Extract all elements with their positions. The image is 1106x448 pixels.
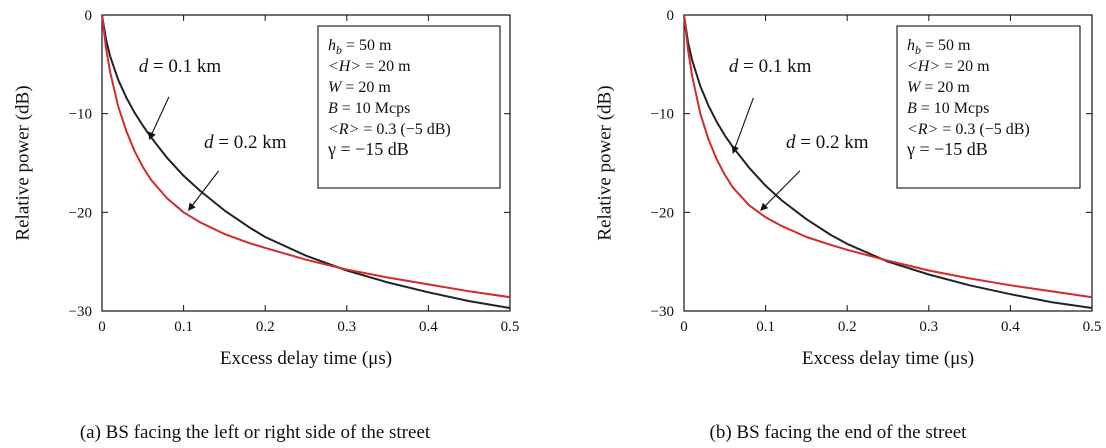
series-line-d-0-2-km — [101, 14, 511, 299]
parameter-line: W = 20 m — [907, 79, 970, 96]
curve-label-d-0-2-km: d = 0.2 km — [786, 132, 869, 153]
x-tick-label: 0.1 — [174, 319, 193, 335]
x-tick-label: 0.4 — [419, 319, 438, 335]
y-tick-label: 0 — [667, 8, 675, 24]
parameter-line: W = 20 m — [328, 79, 391, 96]
curve-arrow-d-0-1-km — [731, 97, 754, 154]
x-tick-label: 0.5 — [1083, 319, 1102, 335]
x-tick-label: 0.2 — [838, 319, 857, 335]
parameter-line: γ = −15 dB — [327, 139, 409, 159]
parameter-line: <H> = 20 m — [328, 58, 411, 75]
x-tick-label: 0 — [98, 319, 106, 335]
y-axis-title: Relative power (dB) — [594, 85, 615, 240]
y-tick-label: −20 — [651, 205, 674, 221]
x-tick-label: 0.3 — [919, 319, 938, 335]
curve-arrow-d-0-2-km — [188, 170, 220, 211]
curve-arrow-d-0-2-km — [760, 170, 801, 211]
curve-label-d-0-1-km: d = 0.1 km — [139, 56, 222, 77]
curve-label-d-0-1-km: d = 0.1 km — [729, 56, 812, 77]
y-tick-label: −30 — [69, 304, 92, 320]
parameter-line: B = 10 Mcps — [907, 100, 989, 117]
y-tick-label: −10 — [69, 107, 92, 123]
series-line-d-0-2-km — [683, 14, 1093, 299]
x-tick-label: 0.1 — [756, 319, 775, 335]
x-axis-title: Excess delay time (μs) — [220, 348, 392, 369]
parameter-box — [896, 25, 1081, 189]
parameter-line: hb = 50 m — [907, 37, 971, 57]
x-tick-label: 0.2 — [256, 319, 275, 335]
curve-label-d-0-2-km: d = 0.2 km — [204, 132, 287, 153]
x-tick-label: 0.3 — [337, 319, 356, 335]
caption-a: (a) BS facing the left or right side of … — [80, 422, 431, 443]
plot-frame-a — [101, 14, 511, 312]
series-line-d-0-1-km — [683, 14, 1093, 309]
x-tick-label: 0.5 — [501, 319, 520, 335]
parameter-line: <R> = 0.3 (−5 dB) — [907, 121, 1030, 138]
parameter-line: B = 10 Mcps — [328, 100, 410, 117]
y-tick-label: −30 — [651, 304, 674, 320]
parameter-line: γ = −15 dB — [906, 139, 988, 159]
chart-panel-b: (b) BS facing the end of the street 0 0.1… — [594, 8, 1101, 443]
x-tick-label: 0.4 — [1001, 319, 1020, 335]
y-tick-label: −10 — [651, 107, 674, 123]
caption-b: (b) BS facing the end of the street — [710, 422, 968, 443]
parameter-line: <H> = 20 m — [907, 58, 990, 75]
curve-arrow-d-0-1-km — [148, 96, 170, 141]
chart-panel-a: (a) BS facing the left or right side of … — [12, 8, 519, 443]
series-line-d-0-1-km — [101, 14, 511, 309]
parameter-box — [317, 25, 501, 189]
y-tick-label: −20 — [69, 205, 92, 221]
x-axis-title: Excess delay time (μs) — [802, 348, 974, 369]
parameter-line: <R> = 0.3 (−5 dB) — [328, 121, 451, 138]
y-tick-label: 0 — [85, 8, 93, 24]
plot-frame-b — [683, 14, 1093, 312]
parameter-line: hb = 50 m — [328, 37, 392, 57]
y-axis-title: Relative power (dB) — [12, 85, 33, 240]
x-tick-label: 0 — [680, 319, 688, 335]
